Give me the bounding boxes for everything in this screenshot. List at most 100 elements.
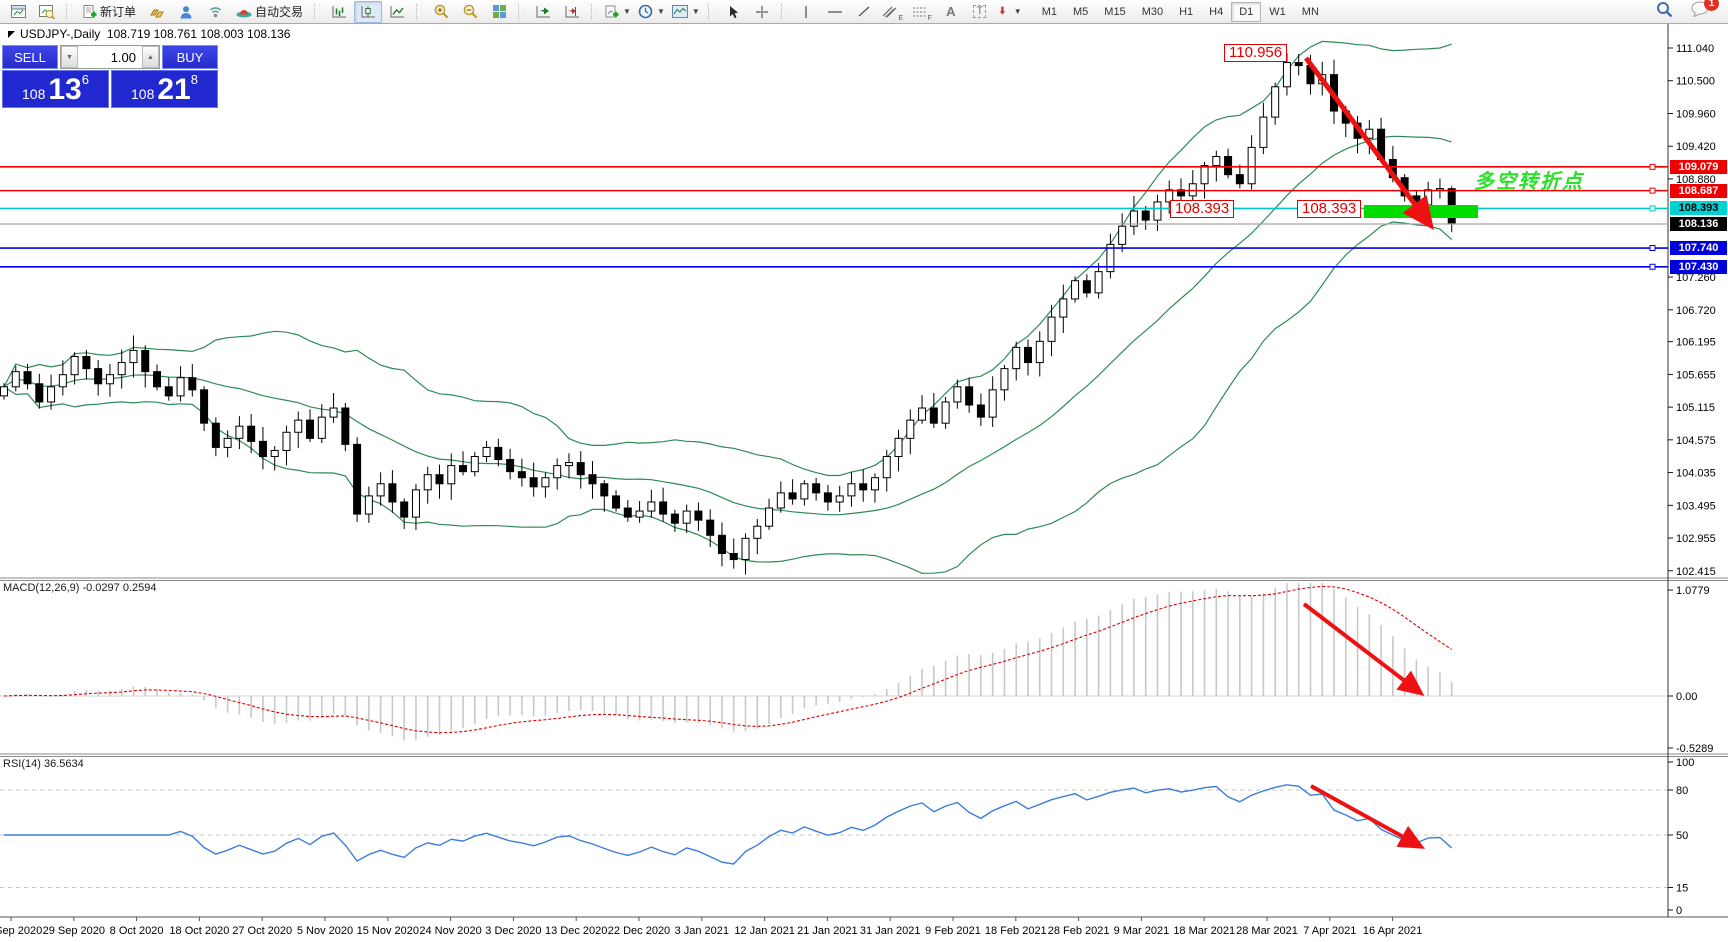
new-order-icon (83, 4, 97, 18)
chart-zoom-window-icon[interactable] (33, 1, 61, 23)
rsi-line (4, 784, 1453, 865)
price-tick-label: 108.880 (1676, 174, 1716, 186)
timeframe-M30[interactable]: M30 (1141, 5, 1164, 18)
buy-price-display[interactable]: 108 21 8 (111, 70, 218, 108)
timeframe-H1[interactable]: H1 (1179, 5, 1194, 18)
price-tick-label: 102.415 (1676, 566, 1716, 578)
sell-price-display[interactable]: 108 13 6 (2, 70, 109, 108)
red-trend-arrow[interactable] (1302, 602, 1425, 696)
community-icon[interactable] (172, 1, 200, 23)
timeframe-M15[interactable]: M15 (1104, 5, 1126, 18)
date-tick-label: 20 Sep 2020 (0, 925, 42, 937)
chat-icon[interactable]: 1 (1691, 0, 1719, 22)
volume-input[interactable] (78, 46, 142, 68)
bar-chart-button[interactable] (325, 1, 353, 23)
new-chart-button[interactable]: ▼ (602, 1, 634, 23)
volume-decrease-button[interactable]: ▼ (61, 46, 78, 68)
cursor-button[interactable] (719, 1, 747, 23)
red-trend-arrow[interactable] (1303, 56, 1434, 231)
auto-trading-label: 自动交易 (255, 5, 304, 19)
signals-icon[interactable] (201, 1, 229, 23)
line-chart-button[interactable] (383, 1, 411, 23)
periods-button[interactable]: ▼ (635, 1, 668, 23)
price-tick-label: 103.495 (1676, 500, 1716, 512)
vertical-line-tool[interactable] (792, 1, 820, 23)
timeframe-H4[interactable]: H4 (1209, 5, 1224, 18)
crosshair-button[interactable] (748, 1, 776, 23)
price-tick-label: 106.195 (1676, 337, 1716, 349)
date-tick-label: 28 Feb 2021 (1048, 925, 1110, 937)
fibonacci-tool[interactable]: F (908, 1, 936, 23)
line-handle[interactable] (1649, 263, 1656, 270)
text-tool[interactable]: A (946, 4, 956, 19)
notification-badge: 1 (1704, 0, 1719, 11)
macd-tick-label: 0.00 (1676, 691, 1697, 703)
volume-increase-button[interactable]: ▲ (142, 46, 159, 68)
timeframe-W1[interactable]: W1 (1269, 5, 1286, 18)
price-tick-label: 105.655 (1676, 369, 1716, 381)
toolbar-grip (66, 4, 72, 19)
chart-expand-icon (8, 30, 15, 38)
search-icon[interactable] (1656, 1, 1673, 23)
macd-tick-label: 1.0779 (1676, 585, 1710, 597)
line-handle[interactable] (1649, 163, 1656, 170)
main-toolbar: 新订单 自动交易 ▼ ▼ (0, 0, 1728, 24)
new-order-button[interactable]: 新订单 (77, 1, 142, 23)
rsi-tick-label: 0 (1676, 905, 1682, 917)
timeframe-D1[interactable]: D1 (1231, 1, 1262, 22)
chart-shift-button[interactable] (558, 1, 586, 23)
arrows-tool[interactable]: ▼ (995, 1, 1025, 23)
horizontal-line-tool[interactable] (821, 1, 849, 23)
candlesticks (0, 53, 1456, 575)
price-tick-label: 104.035 (1676, 468, 1716, 480)
toolbar-grip (518, 4, 525, 19)
timeframe-M5[interactable]: M5 (1073, 5, 1089, 18)
date-tick-label: 15 Nov 2020 (357, 925, 419, 937)
price-tick-label: 109.420 (1676, 141, 1716, 153)
candlestick-chart-button[interactable] (354, 0, 383, 23)
equidistant-channel-tool[interactable]: E (879, 1, 907, 23)
sell-button[interactable]: SELL (2, 45, 58, 69)
channel-letter: E (898, 14, 904, 22)
zoom-in-button[interactable] (427, 1, 455, 23)
auto-scroll-button[interactable] (529, 1, 557, 23)
zoom-out-button[interactable] (456, 1, 484, 23)
templates-button[interactable]: ▼ (669, 1, 703, 23)
line-handle[interactable] (1649, 187, 1656, 194)
date-tick-label: 24 Nov 2020 (419, 925, 481, 937)
indicators-window-icon[interactable] (4, 1, 32, 23)
buy-button[interactable]: BUY (162, 45, 218, 69)
toolbar-right: 1 (1656, 0, 1724, 23)
price-tick-label: 102.955 (1676, 533, 1716, 545)
line-handle[interactable] (1649, 245, 1656, 252)
main-chart-pane (0, 40, 1456, 575)
date-tick-label: 27 Oct 2020 (232, 925, 292, 937)
rsi-tick-label: 50 (1676, 830, 1688, 842)
date-tick-label: 9 Mar 2021 (1114, 925, 1170, 937)
rsi-tick-label: 100 (1676, 757, 1694, 769)
price-tick-label: 104.575 (1676, 435, 1716, 447)
trendline-tool[interactable] (850, 1, 878, 23)
chevron-down-icon: ▼ (623, 7, 631, 16)
timeframe-MN[interactable]: MN (1301, 5, 1319, 18)
toolbar-grip (416, 4, 423, 19)
date-tick-label: 18 Feb 2021 (985, 925, 1047, 937)
toolbar-grip (780, 4, 787, 19)
drawn-objects[interactable] (0, 56, 1668, 849)
symbol-ohlc-text: USDJPY-,Daily 108.719 108.761 108.003 10… (20, 27, 291, 41)
history-center-icon[interactable] (143, 1, 171, 23)
tile-windows-button[interactable] (485, 1, 513, 23)
auto-trading-icon (236, 9, 252, 18)
timeframe-M1[interactable]: M1 (1041, 5, 1057, 18)
date-tick-label: 21 Jan 2021 (797, 925, 858, 937)
date-tick-label: 22 Dec 2020 (608, 925, 670, 937)
line-handle[interactable] (1649, 205, 1656, 212)
sell-price-pips: 13 (48, 73, 82, 106)
auto-trading-button[interactable]: 自动交易 (230, 1, 309, 23)
toolbar-grip (707, 4, 714, 19)
red-trend-arrow[interactable] (1310, 784, 1426, 849)
text-label-tool[interactable]: T (966, 1, 994, 23)
price-tick-label: 110.500 (1676, 76, 1715, 88)
